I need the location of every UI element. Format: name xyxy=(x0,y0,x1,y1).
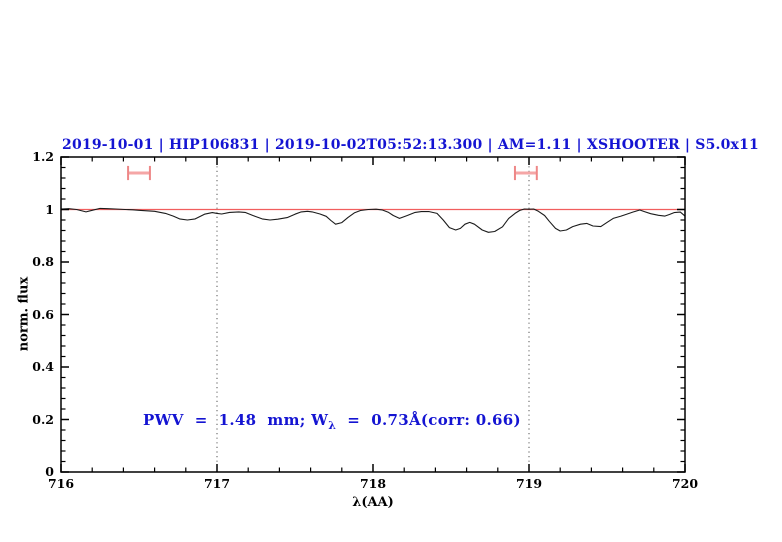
x-axis-title: λ(AA) xyxy=(352,495,394,510)
spectrum-curve xyxy=(60,207,686,233)
pwv-annotation: PWV = 1.48 mm; Wλ = 0.73Å(corr: 0.66) xyxy=(143,411,521,432)
reference-vlines xyxy=(216,157,530,472)
band-markers xyxy=(127,165,538,181)
y-ticks xyxy=(61,156,685,473)
plot-title: 2019-10-01 | HIP106831 | 2019-10-02T05:5… xyxy=(62,137,759,153)
pwv-annotation-suffix: = 0.73Å(corr: 0.66) xyxy=(336,411,521,429)
pwv-annotation-lambda-subscript: λ xyxy=(328,419,337,432)
pwv-annotation-prefix: PWV = 1.48 mm; W xyxy=(143,411,329,429)
x-ticks xyxy=(60,157,686,472)
